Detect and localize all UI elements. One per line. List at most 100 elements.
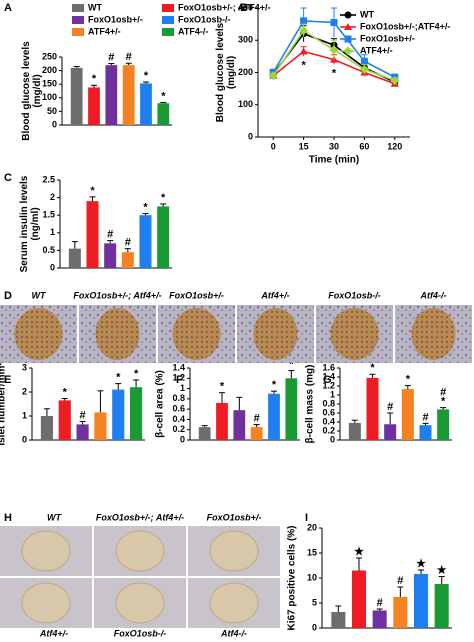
y-tick-label: 1.2	[322, 380, 335, 390]
image-label: Atf4+/-	[39, 628, 68, 638]
bar	[139, 215, 152, 268]
annotation: #	[397, 575, 403, 587]
y-tick-label: 15	[307, 547, 317, 557]
y-tick-label: 20	[307, 522, 317, 532]
annotation: *	[301, 59, 306, 71]
bar	[68, 248, 81, 268]
annotation: #	[422, 411, 428, 423]
y-tick-label: 0.5	[42, 245, 55, 255]
bar	[413, 574, 429, 628]
annotation: #	[80, 409, 86, 421]
annotation: #	[254, 412, 260, 424]
bar	[94, 412, 107, 440]
y-tick-label: 0.4	[322, 416, 335, 426]
bar	[384, 424, 397, 440]
bar	[434, 584, 449, 628]
bar	[58, 400, 71, 440]
y-axis-label: β-cell area (%)	[155, 370, 166, 438]
annotation: *	[161, 192, 166, 204]
panel-letter: C	[4, 172, 12, 184]
x-tick-label: 0	[271, 141, 276, 151]
y-tick-label: 200	[238, 67, 253, 77]
bar	[285, 378, 298, 440]
panel-letter: H	[4, 512, 12, 524]
x-axis-label: Time (min)	[309, 155, 359, 166]
legend-label: FoxO1osb+/-;ATF4+/-	[360, 21, 450, 31]
y-tick-label: 0.2	[172, 424, 185, 434]
panel-letter: A	[4, 2, 12, 14]
y-tick-label: 2	[22, 386, 27, 396]
point	[359, 64, 369, 74]
image-label: Atf4+/-	[260, 290, 289, 300]
image-label: FoxO1osb+/-	[207, 512, 262, 522]
y-tick-label: 1	[180, 383, 185, 393]
annotation: #	[126, 51, 132, 63]
legend-marker	[344, 35, 352, 43]
y-tick-label: 0.6	[172, 404, 185, 414]
bar	[401, 389, 414, 440]
point	[360, 57, 368, 65]
y-tick-label: 0	[330, 434, 335, 444]
islet	[95, 308, 140, 360]
image-label: Atf4-/-	[220, 628, 247, 638]
image-label: FoxO1osb+/-	[169, 290, 224, 300]
y-tick-label: 100	[238, 99, 253, 109]
bar	[233, 410, 246, 440]
image-label: FoxO1osb+/-; Atf4+/-	[96, 512, 184, 522]
y-tick-label: 1.5	[42, 210, 55, 220]
y-tick-label: 0.8	[172, 393, 185, 403]
legend-swatch	[72, 28, 84, 36]
y-axis-label: Serum insulin levels	[19, 175, 30, 272]
islet	[21, 582, 71, 624]
y-axis-label: (mg/dl)	[226, 56, 237, 89]
panel-letter: I	[305, 512, 308, 524]
y-axis-label: Ki67 positive cells (%)	[287, 525, 298, 630]
legend-swatch	[162, 28, 174, 36]
islet	[172, 308, 221, 360]
annotation: *	[332, 68, 337, 80]
point	[300, 17, 308, 25]
annotation: *	[406, 373, 411, 385]
y-tick-label: 2	[50, 192, 55, 202]
y-tick-label: 100	[42, 92, 57, 102]
y-tick-label: 0	[180, 434, 185, 444]
annotation: *	[441, 396, 446, 408]
islet	[253, 308, 298, 360]
legend-swatch	[72, 4, 84, 12]
point	[299, 47, 308, 55]
bar	[140, 83, 152, 125]
bar	[121, 252, 134, 268]
panel-letter: G	[323, 374, 332, 386]
y-tick-label: 1	[22, 410, 27, 420]
bar	[157, 206, 170, 268]
islet	[115, 582, 165, 624]
legend-swatch	[162, 4, 174, 12]
y-tick-label: 0.6	[322, 407, 335, 417]
annotation: #	[107, 228, 113, 240]
bar	[157, 103, 170, 125]
legend-marker	[344, 23, 352, 30]
y-tick-label: 2.5	[42, 174, 55, 184]
y-axis-label: Blood glucose levels	[21, 41, 32, 141]
image-label: FoxO1osb-/-	[328, 290, 381, 300]
annotation: *	[134, 368, 139, 380]
y-tick-label: 0	[312, 622, 317, 632]
annotation: *	[63, 386, 68, 398]
annotation: *	[289, 358, 294, 370]
bar	[250, 427, 263, 440]
annotation: #	[440, 387, 446, 399]
annotation: #	[125, 237, 131, 249]
y-tick-label: 1	[330, 389, 335, 399]
legend-label: ATF4-/-	[178, 26, 208, 36]
point	[330, 19, 338, 27]
y-tick-label: 0	[248, 131, 253, 141]
x-tick-label: 15	[299, 141, 309, 151]
x-tick-label: 120	[387, 141, 402, 151]
bar	[437, 409, 450, 440]
annotation: *	[116, 372, 121, 384]
point	[390, 76, 400, 86]
bar	[70, 67, 83, 125]
annotation: *	[272, 379, 277, 391]
bar	[76, 424, 89, 440]
